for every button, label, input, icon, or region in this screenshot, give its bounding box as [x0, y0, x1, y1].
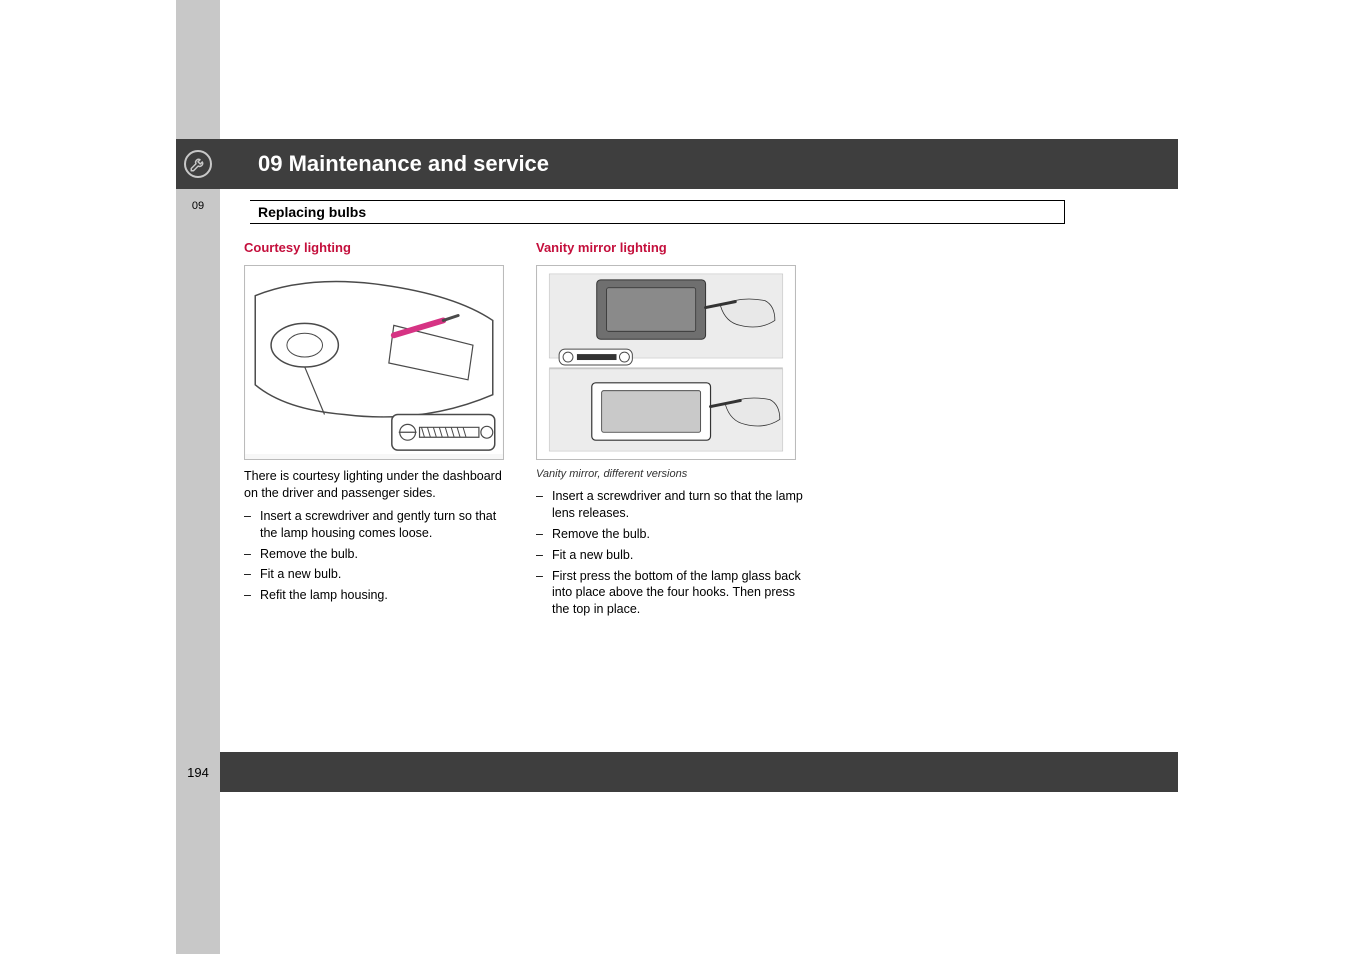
list-item: – Fit a new bulb.	[244, 566, 512, 583]
bullet: –	[536, 547, 552, 564]
step-text: Insert a screwdriver and gently turn so …	[260, 508, 512, 542]
chapter-header: 09 Maintenance and service	[220, 139, 1178, 189]
bullet: –	[536, 488, 552, 522]
step-text: Remove the bulb.	[260, 546, 512, 563]
bullet: –	[536, 526, 552, 543]
list-item: – Remove the bulb.	[244, 546, 512, 563]
figure-caption: Vanity mirror, different versions	[536, 468, 804, 480]
chapter-icon-block	[176, 139, 220, 189]
figure-vanity-mirror	[536, 265, 796, 460]
page-number: 194	[176, 752, 220, 792]
content-columns: Courtesy lighting	[244, 240, 1149, 622]
bullet: –	[244, 566, 260, 583]
bullet: –	[244, 587, 260, 604]
step-text: Fit a new bulb.	[260, 566, 512, 583]
list-item: – Remove the bulb.	[536, 526, 804, 543]
wrench-icon	[184, 150, 212, 178]
list-item: – Refit the lamp housing.	[244, 587, 512, 604]
section-title-box: Replacing bulbs	[250, 200, 1065, 224]
bullet: –	[536, 568, 552, 619]
bullet: –	[244, 546, 260, 563]
subheading-courtesy: Courtesy lighting	[244, 240, 512, 255]
bullet: –	[244, 508, 260, 542]
intro-paragraph: There is courtesy lighting under the das…	[244, 468, 512, 502]
step-text: First press the bottom of the lamp glass…	[552, 568, 804, 619]
step-text: Insert a screwdriver and turn so that th…	[552, 488, 804, 522]
column-empty	[828, 240, 1096, 622]
steps-list-vanity: – Insert a screwdriver and turn so that …	[536, 488, 804, 618]
step-text: Fit a new bulb.	[552, 547, 804, 564]
subheading-vanity: Vanity mirror lighting	[536, 240, 804, 255]
chapter-title: 09 Maintenance and service	[258, 151, 549, 177]
list-item: – First press the bottom of the lamp gla…	[536, 568, 804, 619]
steps-list-courtesy: – Insert a screwdriver and gently turn s…	[244, 508, 512, 604]
list-item: – Insert a screwdriver and gently turn s…	[244, 508, 512, 542]
section-title: Replacing bulbs	[258, 204, 366, 220]
column-courtesy-lighting: Courtesy lighting	[244, 240, 512, 622]
gutter-chapter-number: 09	[176, 200, 220, 212]
footer-bar	[220, 752, 1178, 792]
list-item: – Insert a screwdriver and turn so that …	[536, 488, 804, 522]
column-vanity-mirror: Vanity mirror lighting	[536, 240, 804, 622]
step-text: Remove the bulb.	[552, 526, 804, 543]
figure-courtesy-lighting	[244, 265, 504, 460]
list-item: – Fit a new bulb.	[536, 547, 804, 564]
step-text: Refit the lamp housing.	[260, 587, 512, 604]
manual-page: 09 Maintenance and service 09 Replacing …	[0, 0, 1351, 954]
